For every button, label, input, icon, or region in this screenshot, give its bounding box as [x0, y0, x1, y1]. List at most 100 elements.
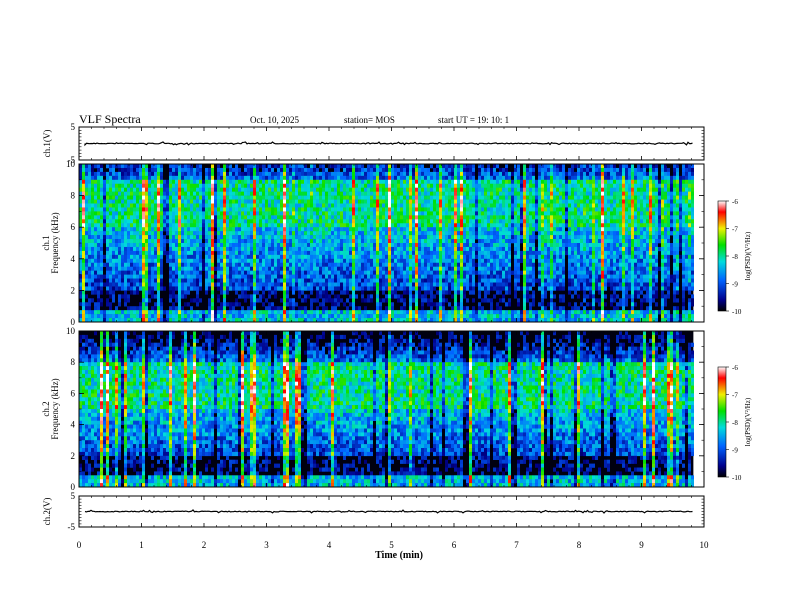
- spectrogram-cell: [283, 164, 286, 169]
- spectrogram-cell: [136, 235, 139, 240]
- spectrogram-cell: [421, 258, 424, 264]
- spectrogram-cell: [388, 195, 391, 200]
- spectrogram-cell: [403, 270, 406, 275]
- spectrogram-cell: [184, 207, 187, 212]
- spectrogram-cell: [346, 239, 349, 244]
- spectrogram-cell: [196, 231, 199, 236]
- spectrogram-cell: [460, 286, 463, 291]
- spectrogram-cell: [406, 231, 409, 236]
- spectrogram-cell: [316, 179, 319, 185]
- spectrogram-cell: [151, 246, 154, 252]
- spectrogram-cell: [310, 290, 313, 295]
- spectrogram-cell: [85, 286, 88, 291]
- spectrogram-cell: [241, 266, 244, 271]
- spectrogram-cell: [448, 227, 451, 232]
- spectrogram-cell: [172, 179, 175, 185]
- spectrogram-cell: [454, 203, 457, 208]
- spectrogram-cell: [307, 211, 310, 216]
- spectrogram-cell: [439, 246, 442, 252]
- spectrogram-cell: [394, 203, 397, 208]
- spectrogram-cell: [460, 314, 463, 319]
- spectrogram-cell: [274, 219, 277, 224]
- spectrogram-cell: [352, 175, 355, 181]
- spectrogram-cell: [361, 278, 364, 283]
- spectrogram-cell: [160, 203, 163, 208]
- spectrogram-cell: [145, 318, 148, 323]
- spectrogram-cell: [346, 282, 349, 287]
- spectrogram-cell: [250, 278, 253, 283]
- spectrogram-cell: [286, 207, 289, 212]
- spectrogram-cell: [124, 203, 127, 208]
- spectrogram-cell: [466, 298, 469, 303]
- spectrogram-cell: [211, 270, 214, 275]
- spectrogram-cell: [223, 171, 226, 177]
- spectrogram-cell: [88, 274, 91, 279]
- spectrogram-cell: [145, 274, 148, 279]
- spectrogram-cell: [265, 227, 268, 232]
- spectrogram-cell: [322, 207, 325, 212]
- spectrogram-cell: [145, 175, 148, 181]
- spectrogram-cell: [151, 199, 154, 204]
- spectrogram-cell: [181, 215, 184, 220]
- spectrogram-cell: [160, 215, 163, 220]
- spectrogram-cell: [469, 211, 472, 216]
- spectrogram-cell: [454, 207, 457, 212]
- spectrogram-cell: [316, 215, 319, 220]
- spectrogram-cell: [130, 286, 133, 291]
- spectrogram-cell: [331, 254, 334, 260]
- spectrogram-cell: [109, 183, 112, 188]
- spectrogram-cell: [241, 187, 244, 192]
- spectrogram-cell: [124, 318, 127, 323]
- spectrogram-cell: [136, 191, 139, 196]
- spectrogram-cell: [151, 239, 154, 244]
- spectrogram-cell: [298, 167, 301, 173]
- spectrogram-cell: [175, 314, 178, 319]
- spectrogram-cell: [439, 290, 442, 295]
- y-tick-label: 5: [71, 122, 76, 132]
- spectrogram-cell: [292, 258, 295, 264]
- spectrogram-cell: [181, 183, 184, 188]
- spectrogram-cell: [262, 179, 265, 185]
- spectrogram-cell: [313, 314, 316, 319]
- spectrogram-cell: [97, 314, 100, 319]
- spectrogram-cell: [235, 282, 238, 287]
- spectrogram-cell: [352, 302, 355, 307]
- spectrogram-cell: [259, 318, 262, 323]
- spectrogram-cell: [322, 195, 325, 200]
- spectrogram-cell: [388, 164, 391, 169]
- spectrogram-cell: [148, 183, 151, 188]
- spectrogram-cell: [241, 215, 244, 220]
- spectrogram-cell: [175, 227, 178, 232]
- spectrogram-cell: [397, 175, 400, 181]
- spectrogram-cell: [145, 243, 148, 248]
- spectrogram-cell: [310, 179, 313, 185]
- spectrogram-cell: [217, 250, 220, 256]
- spectrogram-cell: [343, 243, 346, 248]
- spectrogram-cell: [145, 207, 148, 212]
- spectrogram-cell: [127, 207, 130, 212]
- spectrogram-cell: [112, 266, 115, 271]
- spectrogram-cell: [172, 235, 175, 240]
- spectrogram-cell: [379, 203, 382, 208]
- spectrogram-cell: [391, 246, 394, 252]
- spectrogram-cell: [154, 231, 157, 236]
- spectrogram-cell: [403, 195, 406, 200]
- spectrogram-cell: [316, 207, 319, 212]
- spectrogram-cell: [304, 250, 307, 256]
- spectrogram-cell: [199, 286, 202, 291]
- spectrogram-cell: [193, 219, 196, 224]
- spectrogram-cell: [253, 298, 256, 303]
- spectrogram-cell: [361, 254, 364, 260]
- spectrogram-cell: [121, 314, 124, 319]
- spectrogram-cell: [310, 314, 313, 319]
- spectrogram-cell: [97, 211, 100, 216]
- spectrogram-cell: [280, 211, 283, 216]
- spectrogram-cell: [172, 302, 175, 307]
- spectrogram-cell: [103, 318, 106, 323]
- spectrogram-cell: [319, 262, 322, 267]
- spectrogram-cell: [448, 211, 451, 216]
- spectrogram-cell: [307, 262, 310, 267]
- spectrogram-cell: [316, 175, 319, 181]
- figure-title: VLF Spectra: [79, 112, 141, 126]
- spectrogram-cell: [235, 254, 238, 260]
